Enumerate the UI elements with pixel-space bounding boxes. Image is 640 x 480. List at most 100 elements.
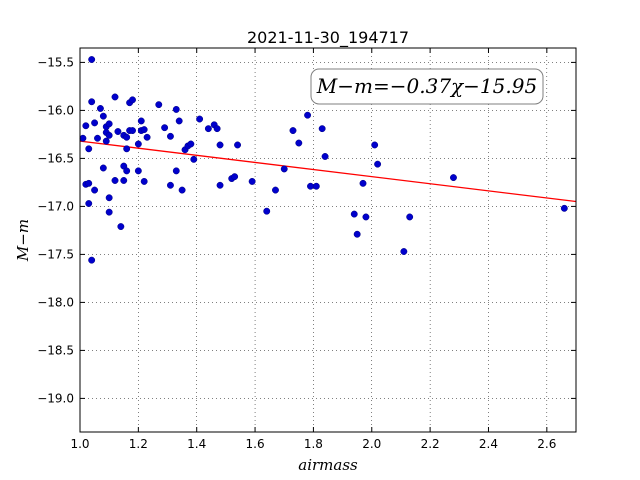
data-point [213, 125, 221, 133]
fit-equation-label: M−m=−0.37χ−15.95 [316, 74, 537, 98]
y-tick-label: −15.5 [37, 55, 74, 69]
data-point [175, 117, 183, 125]
x-tick-label: 1.8 [304, 437, 323, 451]
fit-line-group [79, 140, 577, 203]
data-point [231, 173, 239, 181]
data-point [406, 213, 414, 221]
data-point [374, 160, 382, 168]
data-point [371, 141, 379, 149]
x-axis-label: airmass [298, 456, 358, 474]
y-tick-label: −16.5 [37, 151, 74, 165]
data-point [111, 177, 119, 184]
grid-lines [79, 48, 576, 432]
data-point [295, 139, 303, 147]
data-point [105, 131, 113, 139]
data-point [196, 115, 204, 123]
data-point [400, 248, 408, 255]
data-point [91, 186, 99, 194]
data-point [263, 207, 271, 215]
data-point [120, 177, 128, 184]
data-point [155, 101, 163, 109]
data-point [187, 140, 195, 148]
data-point [105, 120, 113, 128]
data-point [105, 208, 113, 216]
data-point [105, 194, 113, 202]
y-axis-label: M−m [14, 219, 32, 262]
data-point [79, 134, 87, 142]
data-point [307, 182, 314, 190]
data-point [91, 119, 99, 127]
data-points [79, 56, 568, 264]
data-point [85, 200, 93, 207]
data-point [248, 177, 256, 185]
data-point [166, 132, 174, 140]
data-point [172, 167, 180, 175]
y-tick-label: −16.0 [37, 103, 74, 117]
data-point [123, 145, 131, 153]
data-point [82, 122, 90, 130]
data-point [134, 140, 142, 148]
data-point [318, 125, 326, 133]
data-point [312, 182, 320, 190]
data-point [140, 177, 148, 185]
data-point [204, 125, 212, 133]
fit-line [79, 140, 577, 203]
data-point [234, 141, 242, 149]
data-point [117, 223, 125, 231]
y-tick-labels: −15.5 −16.0 −16.5 −17.0 −17.5 −18.0 −18.5 −19.0 [37, 55, 74, 405]
data-point [140, 126, 148, 134]
data-point [114, 128, 122, 135]
plot-area-frame [79, 47, 577, 433]
x-tick-label: 2.6 [537, 437, 556, 451]
fit-equation-box: M−m=−0.37χ−15.95 [310, 68, 544, 105]
data-point [166, 181, 174, 189]
equation-box-frame [310, 68, 544, 105]
data-point [129, 96, 136, 104]
x-tick-label: 2.0 [362, 437, 381, 451]
data-point [178, 186, 186, 194]
data-point [88, 256, 96, 264]
data-point [99, 164, 107, 172]
data-point [134, 167, 142, 175]
data-point [321, 153, 329, 160]
data-point [85, 179, 93, 187]
data-point [362, 213, 370, 221]
y-tick-label: −19.0 [37, 391, 74, 405]
data-point [304, 111, 312, 119]
data-point [111, 93, 119, 101]
data-point [143, 133, 151, 141]
data-point [350, 210, 358, 218]
data-point [280, 165, 288, 173]
x-tick-label: 2.2 [421, 437, 440, 451]
x-tick-label: 2.4 [479, 437, 498, 451]
x-tick-labels: 1.0 1.2 1.4 1.6 1.8 2.0 2.2 2.4 2.6 [70, 437, 556, 451]
data-point [172, 105, 180, 113]
data-point [99, 112, 107, 120]
x-tick-label: 1.6 [246, 437, 265, 451]
y-tick-label: −17.5 [37, 247, 74, 261]
y-tick-label: −17.0 [37, 199, 74, 213]
data-point [560, 204, 568, 212]
data-point [272, 186, 279, 194]
data-point [94, 134, 101, 142]
chart-title: 2021-11-30_194717 [247, 28, 409, 48]
data-point [88, 56, 96, 63]
y-tick-label: −18.0 [37, 295, 74, 309]
data-point [102, 137, 110, 145]
data-point [216, 181, 224, 189]
data-point [359, 179, 367, 187]
data-point [129, 127, 136, 135]
data-point [161, 124, 169, 132]
data-point [88, 98, 96, 106]
x-tick-label: 1.4 [187, 437, 206, 451]
data-point [137, 117, 145, 125]
axis-ticks [79, 48, 576, 432]
data-point [289, 127, 297, 135]
data-point [96, 105, 104, 112]
data-point [450, 174, 457, 182]
x-tick-label: 1.0 [70, 437, 89, 451]
data-point [190, 155, 198, 163]
x-tick-label: 1.2 [129, 437, 148, 451]
data-point [216, 141, 224, 149]
